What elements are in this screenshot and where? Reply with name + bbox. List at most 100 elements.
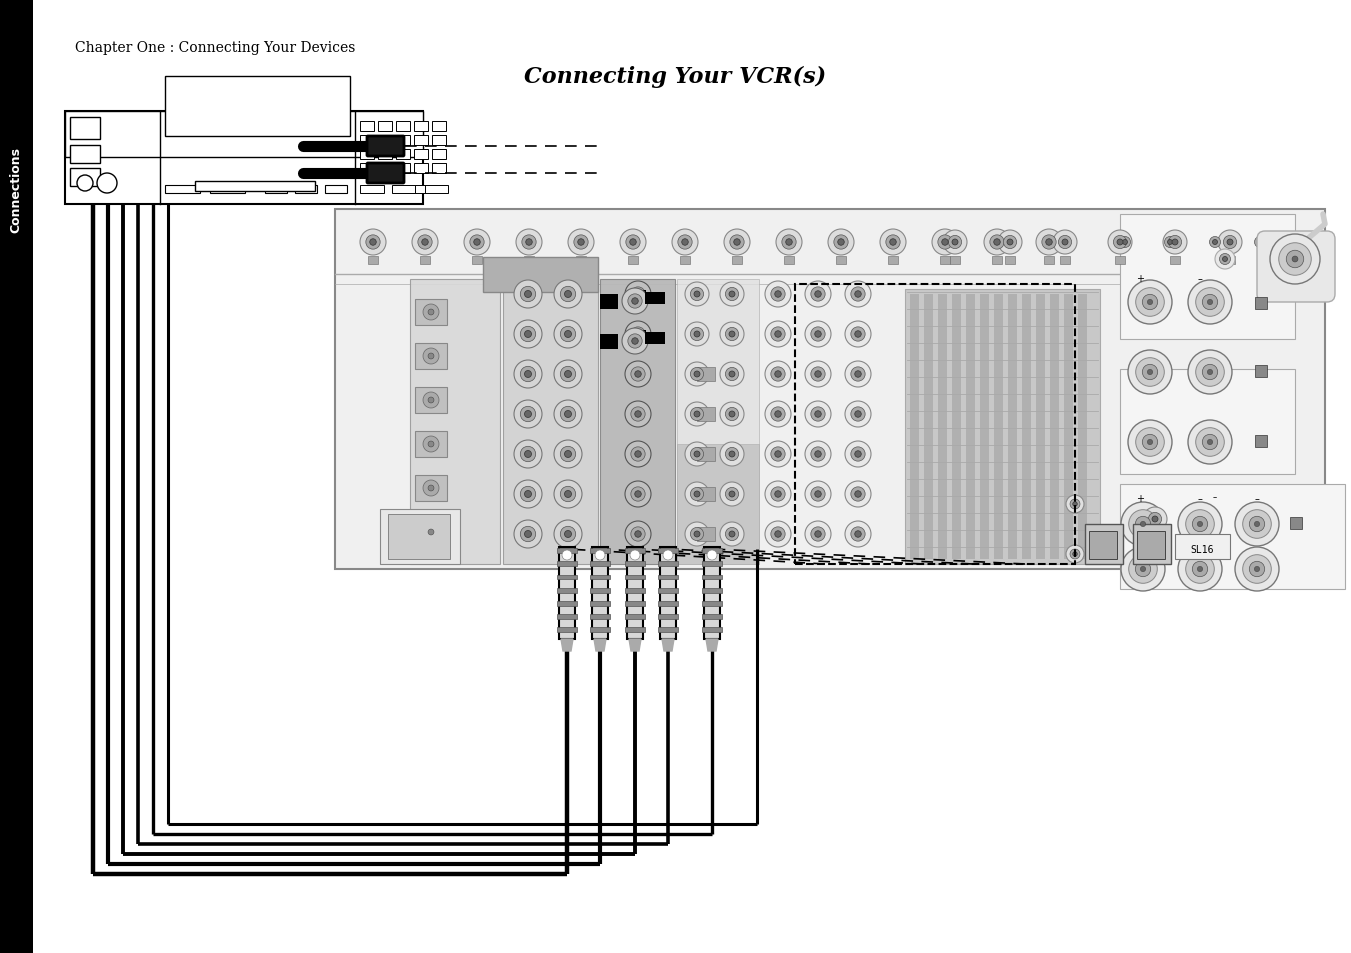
Circle shape xyxy=(524,531,531,537)
Circle shape xyxy=(1108,231,1132,254)
Circle shape xyxy=(359,230,386,255)
Bar xyxy=(590,627,611,633)
Bar xyxy=(630,331,646,343)
Circle shape xyxy=(635,372,642,377)
Circle shape xyxy=(1209,237,1220,248)
Circle shape xyxy=(851,368,865,382)
Circle shape xyxy=(844,322,871,348)
Circle shape xyxy=(1073,502,1077,507)
Circle shape xyxy=(423,524,439,540)
Circle shape xyxy=(690,368,704,381)
Circle shape xyxy=(1147,440,1152,445)
Circle shape xyxy=(685,323,709,347)
Bar xyxy=(359,150,374,160)
Bar xyxy=(415,388,447,414)
Circle shape xyxy=(1135,561,1151,578)
Text: –: – xyxy=(1197,274,1202,284)
Circle shape xyxy=(1143,435,1158,450)
Text: –: – xyxy=(1213,493,1217,501)
Circle shape xyxy=(423,393,439,409)
Circle shape xyxy=(948,236,962,250)
Bar xyxy=(1008,294,1017,559)
Circle shape xyxy=(1036,230,1062,255)
Circle shape xyxy=(774,412,781,417)
Circle shape xyxy=(805,441,831,468)
Circle shape xyxy=(1188,351,1232,395)
Bar xyxy=(703,575,721,579)
Bar xyxy=(0,0,32,953)
Circle shape xyxy=(1152,517,1158,522)
Text: –: – xyxy=(1197,494,1202,503)
Circle shape xyxy=(1235,547,1279,592)
Bar xyxy=(600,294,617,310)
Bar xyxy=(590,615,611,619)
Bar xyxy=(658,561,678,567)
Circle shape xyxy=(771,368,785,382)
Circle shape xyxy=(626,361,651,388)
Circle shape xyxy=(844,282,871,308)
Bar xyxy=(359,186,384,193)
Circle shape xyxy=(562,551,571,560)
Bar xyxy=(697,527,715,541)
Circle shape xyxy=(554,281,582,309)
Bar xyxy=(65,112,423,158)
Circle shape xyxy=(565,451,571,458)
Circle shape xyxy=(554,480,582,509)
Circle shape xyxy=(815,332,821,338)
Circle shape xyxy=(984,230,1011,255)
Bar xyxy=(388,515,450,559)
Circle shape xyxy=(565,331,571,338)
Circle shape xyxy=(694,452,700,457)
Bar xyxy=(626,615,644,619)
Bar xyxy=(335,210,1325,569)
Circle shape xyxy=(707,551,717,560)
Bar xyxy=(1050,294,1059,559)
Bar xyxy=(592,547,608,639)
Bar xyxy=(836,256,846,265)
Circle shape xyxy=(811,487,825,501)
Bar xyxy=(979,294,989,559)
Circle shape xyxy=(1136,428,1165,456)
Circle shape xyxy=(725,328,739,341)
Text: SL16: SL16 xyxy=(1190,544,1213,555)
Circle shape xyxy=(628,294,642,309)
Bar xyxy=(378,122,392,132)
Circle shape xyxy=(520,407,536,422)
Circle shape xyxy=(690,408,704,421)
Circle shape xyxy=(730,332,735,337)
Circle shape xyxy=(1286,251,1304,269)
Circle shape xyxy=(1062,240,1069,246)
Circle shape xyxy=(428,485,434,492)
Circle shape xyxy=(474,239,480,246)
Circle shape xyxy=(635,412,642,417)
Bar xyxy=(703,627,721,633)
Circle shape xyxy=(631,408,646,422)
Bar xyxy=(677,444,759,564)
Bar xyxy=(703,549,721,554)
Circle shape xyxy=(1169,236,1182,250)
Circle shape xyxy=(855,452,861,457)
Circle shape xyxy=(1186,510,1215,538)
Circle shape xyxy=(720,402,744,427)
Bar xyxy=(396,164,409,173)
Circle shape xyxy=(524,491,531,498)
Circle shape xyxy=(521,235,536,250)
Circle shape xyxy=(1128,555,1158,583)
Circle shape xyxy=(1220,254,1231,265)
Bar xyxy=(359,164,374,173)
Circle shape xyxy=(1178,547,1223,592)
Circle shape xyxy=(1052,231,1077,254)
Circle shape xyxy=(720,482,744,506)
Circle shape xyxy=(834,235,848,250)
Circle shape xyxy=(565,411,571,418)
Circle shape xyxy=(1148,513,1162,526)
Circle shape xyxy=(805,361,831,388)
Circle shape xyxy=(1196,428,1224,456)
Circle shape xyxy=(1188,281,1232,325)
Bar xyxy=(658,549,678,554)
Text: Connections: Connections xyxy=(9,147,23,233)
Text: Connecting Your VCR(s): Connecting Your VCR(s) xyxy=(524,66,825,88)
Circle shape xyxy=(725,488,739,501)
Circle shape xyxy=(725,528,739,541)
Circle shape xyxy=(815,292,821,298)
